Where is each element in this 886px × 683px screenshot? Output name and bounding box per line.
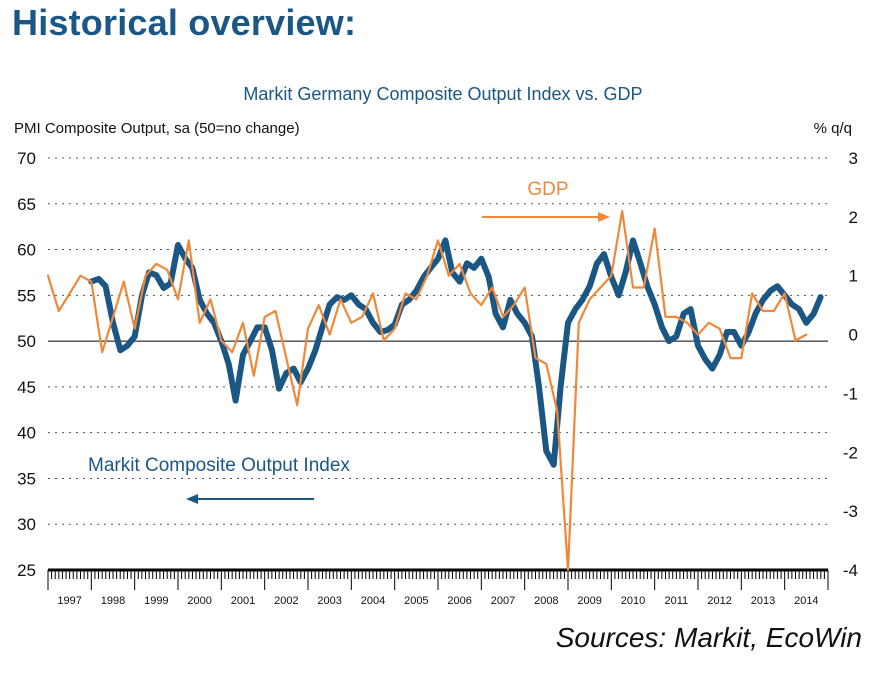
x-tick-label: 2007 — [491, 595, 515, 607]
x-tick-label: 2008 — [534, 595, 558, 607]
y-tick-label: 30 — [17, 515, 36, 534]
pmi-annotation-label: Markit Composite Output Index — [88, 455, 350, 476]
y-tick-label: 40 — [17, 424, 36, 443]
x-tick-label: 2002 — [274, 595, 298, 607]
left-axis-label: PMI Composite Output, sa (50=no change) — [14, 120, 300, 137]
x-tick-label: 1997 — [57, 595, 81, 607]
x-axis-month-ticks — [47, 570, 829, 590]
page-title: Historical overview: — [12, 2, 357, 43]
y-tick-label: 35 — [17, 469, 36, 488]
y2-tick-label: 0 — [849, 326, 858, 345]
gdp-series-line — [46, 209, 808, 572]
y2-tick-label: 2 — [849, 208, 858, 227]
y-tick-label: 70 — [17, 149, 36, 168]
y-tick-label: 45 — [17, 378, 36, 397]
chart-title: Markit Germany Composite Output Index vs… — [243, 84, 643, 104]
pmi-arrowhead — [186, 494, 198, 504]
x-tick-label: 2000 — [187, 595, 211, 607]
y2-tick-label: -4 — [843, 561, 858, 580]
x-tick-label: 1999 — [144, 595, 168, 607]
x-tick-label: 1998 — [101, 595, 125, 607]
x-tick-label: 2013 — [751, 595, 775, 607]
x-tick-label: 2006 — [447, 595, 471, 607]
y2-tick-label: 1 — [849, 267, 858, 286]
x-tick-label: 2003 — [317, 595, 341, 607]
y2-tick-label: -2 — [843, 443, 858, 462]
gdp-arrowhead — [598, 212, 610, 222]
right-axis-label: % q/q — [813, 120, 852, 137]
x-tick-label: 2012 — [707, 595, 731, 607]
x-tick-label: 2010 — [621, 595, 645, 607]
gdp-annotation-label: GDP — [527, 179, 568, 200]
y2-tick-label: -1 — [843, 384, 858, 403]
source-note: Sources: Markit, EcoWin — [555, 622, 862, 653]
x-tick-label: 2005 — [404, 595, 428, 607]
y-tick-label: 50 — [17, 332, 36, 351]
pmi-series-line — [88, 237, 824, 468]
x-tick-label: 2001 — [231, 595, 255, 607]
y2-tick-label: 3 — [849, 149, 858, 168]
y-tick-label: 25 — [17, 561, 36, 580]
x-tick-label: 2011 — [665, 595, 689, 607]
x-tick-label: 2004 — [361, 595, 385, 607]
x-tick-label: 2009 — [577, 595, 601, 607]
y-tick-label: 55 — [17, 286, 36, 305]
y-tick-label: 65 — [17, 195, 36, 214]
y2-tick-label: -3 — [843, 502, 858, 521]
y-tick-label: 60 — [17, 241, 36, 260]
x-tick-label: 2014 — [794, 595, 818, 607]
